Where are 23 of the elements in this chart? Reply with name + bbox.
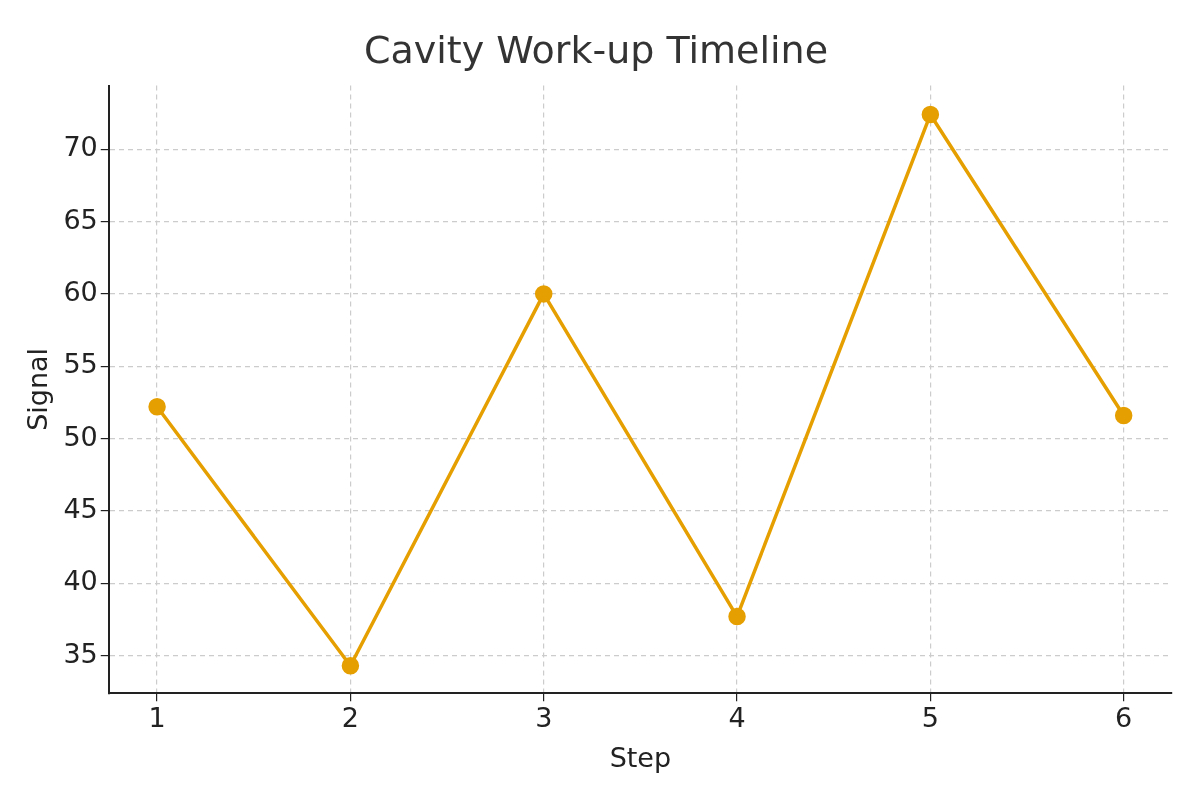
x-tick-label: 2 <box>341 702 359 734</box>
y-tick-label: 55 <box>63 348 98 380</box>
y-tick-label: 40 <box>63 565 98 597</box>
y-tick-label: 35 <box>63 637 98 669</box>
y-tick-label: 60 <box>63 275 98 307</box>
x-tick-label: 5 <box>921 702 939 734</box>
point <box>921 105 940 124</box>
point <box>341 656 360 675</box>
point <box>1114 406 1133 425</box>
y-tick-label: 65 <box>63 203 98 235</box>
point <box>728 607 746 626</box>
point <box>534 285 553 303</box>
x-tick-label: 6 <box>1115 702 1133 734</box>
x-tick-label: 3 <box>535 702 553 734</box>
point <box>148 398 166 416</box>
x-tick-label: 4 <box>728 702 746 734</box>
x-tick-label: 1 <box>148 702 166 734</box>
y-tick-label: 50 <box>63 420 98 452</box>
y-tick-label: 70 <box>63 131 98 163</box>
y-tick-label: 45 <box>63 492 98 524</box>
y-axis-title: Signal <box>22 347 54 431</box>
x-axis-title: Step <box>609 741 672 773</box>
chart-title: Cavity Work-up Timeline <box>363 27 829 72</box>
